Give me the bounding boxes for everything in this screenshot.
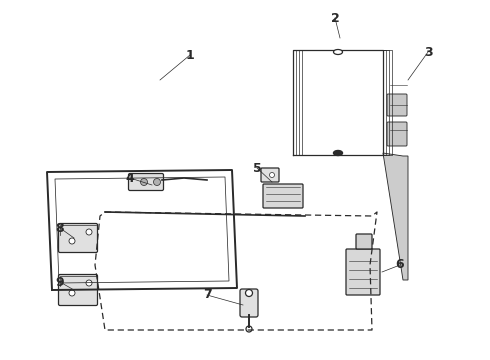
Circle shape xyxy=(86,229,92,235)
Circle shape xyxy=(270,172,274,177)
Text: 8: 8 xyxy=(56,221,64,234)
FancyBboxPatch shape xyxy=(58,275,98,306)
FancyBboxPatch shape xyxy=(346,249,380,295)
Circle shape xyxy=(246,326,252,332)
FancyBboxPatch shape xyxy=(387,122,407,146)
Polygon shape xyxy=(383,153,408,280)
Text: 9: 9 xyxy=(56,275,64,288)
FancyBboxPatch shape xyxy=(58,224,98,252)
FancyBboxPatch shape xyxy=(261,168,279,182)
Text: 6: 6 xyxy=(396,258,404,271)
Circle shape xyxy=(141,179,147,185)
Text: 5: 5 xyxy=(253,162,261,175)
FancyBboxPatch shape xyxy=(387,94,407,116)
Ellipse shape xyxy=(334,150,343,156)
Text: 1: 1 xyxy=(186,49,195,62)
Circle shape xyxy=(69,238,75,244)
Ellipse shape xyxy=(334,50,343,54)
Circle shape xyxy=(245,289,252,297)
FancyBboxPatch shape xyxy=(263,184,303,208)
FancyBboxPatch shape xyxy=(128,174,164,190)
Circle shape xyxy=(153,179,161,185)
Circle shape xyxy=(86,280,92,286)
Text: 4: 4 xyxy=(125,171,134,185)
Text: 2: 2 xyxy=(331,12,340,24)
Text: 3: 3 xyxy=(424,45,432,59)
Circle shape xyxy=(69,290,75,296)
FancyBboxPatch shape xyxy=(356,234,372,249)
Text: 7: 7 xyxy=(203,288,211,302)
FancyBboxPatch shape xyxy=(240,289,258,317)
